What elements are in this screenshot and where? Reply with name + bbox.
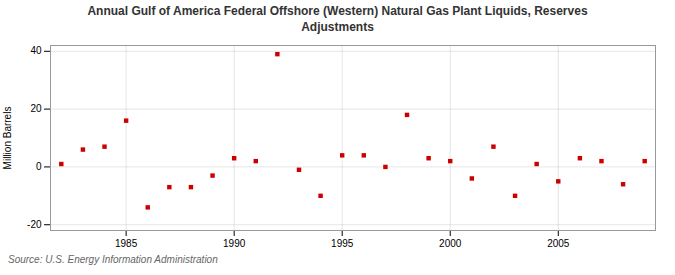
svg-text:20: 20 — [30, 103, 42, 114]
svg-text:1995: 1995 — [331, 238, 354, 249]
svg-text:1985: 1985 — [115, 238, 138, 249]
svg-text:40: 40 — [30, 46, 42, 57]
html-text:Annual Gulf of America Federal: Annual Gulf of America Federal Offshore … — [87, 4, 588, 34]
svg-text:1990: 1990 — [223, 238, 246, 249]
svg-text:0: 0 — [36, 161, 42, 172]
html-text:Source: U.S. Energy Informatio: Source: U.S. Energy Information Administ… — [8, 254, 218, 266]
svg-text:-20: -20 — [27, 219, 42, 230]
svg-text:Million Barrels: Million Barrels — [2, 107, 13, 170]
svg-text:2005: 2005 — [547, 238, 570, 249]
svg-text:2000: 2000 — [439, 238, 462, 249]
